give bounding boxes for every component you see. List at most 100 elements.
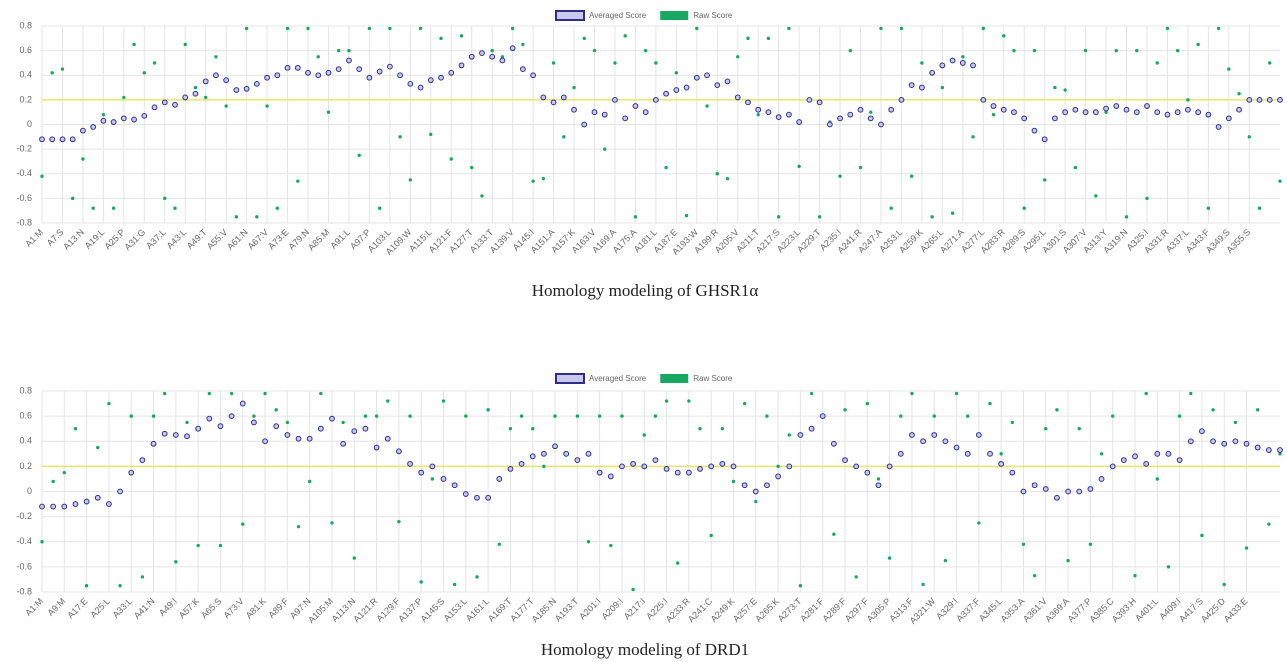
averaged-point <box>550 99 557 106</box>
averaged-point <box>1277 96 1283 103</box>
raw-point <box>1267 522 1271 526</box>
raw-point <box>562 135 566 139</box>
averaged-point <box>139 457 146 463</box>
raw-point <box>1114 48 1118 53</box>
x-tick-label: A289:F <box>821 596 849 624</box>
x-tick-label: A425:D <box>1199 596 1228 625</box>
averaged-point <box>1154 450 1161 457</box>
averaged-point <box>816 99 823 106</box>
raw-point <box>620 414 624 418</box>
averaged-point <box>294 64 301 71</box>
averaged-point <box>730 463 737 470</box>
averaged-point <box>427 77 434 84</box>
raw-point <box>521 42 525 47</box>
averaged-point <box>284 432 291 438</box>
legend-label: Raw Score <box>693 374 733 383</box>
raw-point <box>920 61 924 65</box>
x-tick-label: A49:I <box>157 596 179 618</box>
averaged-point <box>1185 106 1191 113</box>
raw-point <box>899 414 903 418</box>
raw-point <box>1237 92 1241 96</box>
averaged-point <box>1031 127 1038 134</box>
averaged-point <box>529 453 536 460</box>
raw-point <box>950 211 955 215</box>
averaged-point <box>243 85 250 92</box>
averaged-point <box>853 463 860 470</box>
x-tick-label: A17:E <box>65 596 89 620</box>
x-tick-label: A185:N <box>530 596 558 624</box>
averaged-point <box>1020 488 1027 495</box>
averaged-point <box>206 415 213 422</box>
averaged-point <box>909 432 915 438</box>
y-tick-label: 0.8 <box>19 20 32 30</box>
averaged-point <box>418 469 425 476</box>
y-tick-label: -0.2 <box>16 144 32 154</box>
raw-point <box>330 521 334 525</box>
raw-point <box>275 206 280 210</box>
raw-point <box>848 48 852 53</box>
averaged-point <box>741 482 748 489</box>
averaged-point <box>641 463 648 470</box>
raw-point <box>430 477 435 481</box>
y-tick-label: -0.6 <box>16 561 32 571</box>
raw-point <box>592 48 597 53</box>
legend-label: Averaged Score <box>589 11 647 20</box>
raw-point <box>470 165 474 170</box>
raw-point <box>695 26 699 31</box>
raw-point <box>174 560 178 564</box>
raw-point <box>1145 196 1149 201</box>
averaged-point <box>217 423 224 430</box>
raw-point <box>603 147 607 151</box>
averaged-point <box>764 482 770 489</box>
raw-point <box>999 452 1003 456</box>
averaged-point <box>1176 457 1183 463</box>
averaged-point <box>306 435 313 442</box>
y-tick-label: -0.8 <box>16 217 32 227</box>
averaged-point <box>724 78 731 85</box>
raw-point <box>715 172 719 176</box>
raw-point <box>96 445 100 450</box>
averaged-point <box>775 473 782 480</box>
averaged-point <box>632 103 639 109</box>
raw-point <box>185 420 189 425</box>
x-tick-label: A31:G <box>122 227 147 252</box>
raw-point <box>575 414 580 418</box>
averaged-point <box>953 444 960 451</box>
averaged-point <box>920 438 926 445</box>
raw-point <box>84 584 89 588</box>
x-tick-label: A265:K <box>753 596 781 624</box>
averaged-point <box>239 400 246 407</box>
averaged-point <box>964 450 971 457</box>
x-tick-label: A305:P <box>865 596 893 624</box>
averaged-point <box>448 69 455 76</box>
averaged-point <box>451 482 458 489</box>
raw-point <box>887 556 892 560</box>
averaged-point <box>908 82 915 88</box>
averaged-point <box>356 66 363 72</box>
averaged-point <box>797 432 804 438</box>
averaged-point <box>765 109 772 116</box>
averaged-point <box>714 82 721 88</box>
raw-point <box>705 104 709 108</box>
averaged-point <box>949 57 956 64</box>
averaged-point <box>295 435 302 442</box>
x-tick-label: A9:M <box>45 596 67 618</box>
averaged-point <box>462 491 469 497</box>
x-tick-label: A89:F <box>266 596 290 620</box>
averaged-point <box>601 111 608 118</box>
averaged-point <box>1236 106 1242 113</box>
raw-point <box>797 164 801 169</box>
raw-point <box>142 71 147 75</box>
averaged-point <box>560 94 567 101</box>
x-tick-label: A153:L <box>442 596 469 623</box>
raw-point <box>1021 542 1026 546</box>
x-tick-label: A281:F <box>798 596 826 624</box>
raw-point <box>720 426 725 431</box>
y-tick-label: 0 <box>27 119 32 129</box>
raw-point <box>1165 26 1170 31</box>
raw-point <box>337 48 341 53</box>
averaged-point <box>346 57 352 64</box>
averaged-point <box>120 115 127 122</box>
raw-point <box>480 194 484 198</box>
raw-point <box>676 561 680 565</box>
